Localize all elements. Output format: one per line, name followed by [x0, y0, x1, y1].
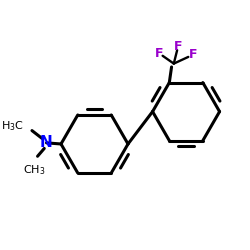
Text: F: F [155, 47, 164, 60]
Text: F: F [188, 48, 197, 61]
Text: N: N [40, 135, 53, 150]
Text: F: F [174, 40, 182, 53]
Text: H$_3$C: H$_3$C [1, 119, 24, 133]
Text: CH$_3$: CH$_3$ [23, 163, 46, 177]
